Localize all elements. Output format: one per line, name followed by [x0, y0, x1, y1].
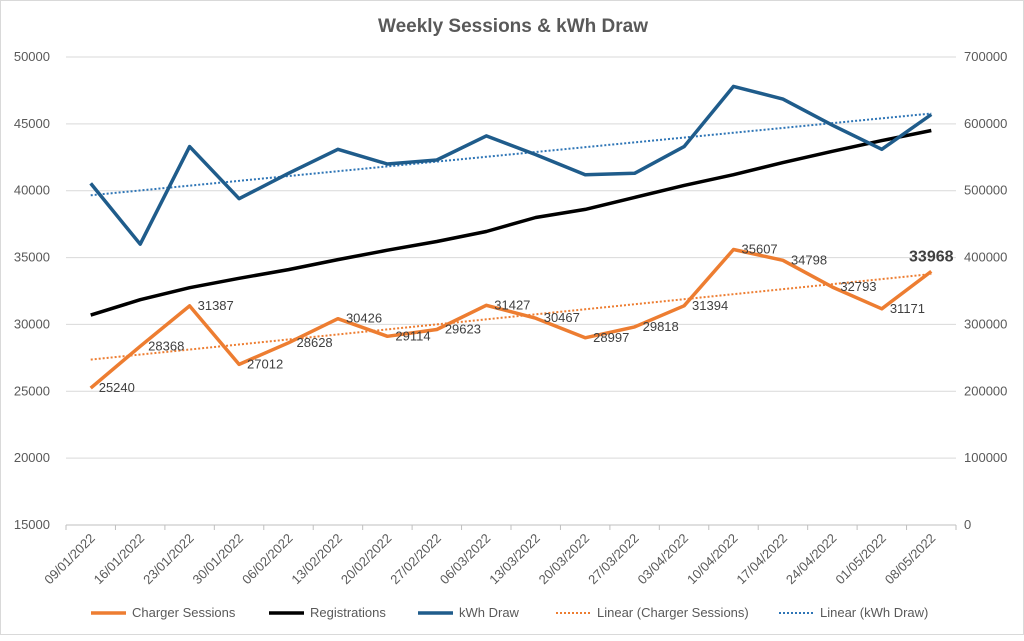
left-tick-label: 20000: [14, 450, 50, 465]
left-y-axis: 15000 20000 25000 30000 35000 40000 45000 50000: [14, 49, 50, 532]
data-label: 30467: [544, 310, 580, 325]
data-label: 31427: [494, 297, 530, 312]
data-label: 33968: [909, 248, 954, 265]
data-label: 28997: [593, 330, 629, 345]
left-tick-label: 35000: [14, 250, 50, 265]
data-label: 31387: [198, 298, 234, 313]
legend-label: Charger Sessions: [132, 605, 236, 620]
x-tick-label: 30/01/2022: [190, 531, 247, 588]
legend-label: Registrations: [310, 605, 386, 620]
x-tick-label: 20/02/2022: [338, 531, 395, 588]
left-tick-label: 30000: [14, 316, 50, 331]
right-tick-label: 100000: [964, 450, 1007, 465]
right-tick-label: 200000: [964, 383, 1007, 398]
right-tick-label: 0: [964, 517, 971, 532]
right-tick-label: 700000: [964, 49, 1007, 64]
trendline: [90, 273, 932, 361]
x-tick-label: 06/03/2022: [437, 531, 494, 588]
x-tick-label: 20/03/2022: [536, 531, 593, 588]
data-label: 34798: [791, 252, 827, 267]
x-tick-label: 23/01/2022: [140, 531, 197, 588]
trendline: [90, 112, 932, 197]
x-tick-label: 01/05/2022: [832, 531, 889, 588]
left-tick-label: 50000: [14, 49, 50, 64]
data-label: 30426: [346, 311, 382, 326]
x-tick-label: 10/04/2022: [684, 531, 741, 588]
x-tick-label: 17/04/2022: [733, 531, 790, 588]
series-line: [89, 84, 933, 246]
gridlines: [66, 56, 956, 526]
x-tick-label: 13/02/2022: [288, 531, 345, 588]
data-label: 25240: [99, 380, 135, 395]
right-tick-label: 600000: [964, 116, 1007, 131]
trendlines: [90, 112, 932, 361]
legend-label: Linear (kWh Draw): [820, 605, 928, 620]
data-label: 35607: [742, 241, 778, 256]
data-label: 29818: [643, 319, 679, 334]
series-lines: [89, 84, 933, 390]
series-line: [90, 128, 932, 317]
data-label: 27012: [247, 356, 283, 371]
data-label: 28368: [148, 338, 184, 353]
right-tick-label: 500000: [964, 183, 1007, 198]
left-tick-label: 40000: [14, 183, 50, 198]
x-tick-label: 13/03/2022: [486, 531, 543, 588]
legend-label: kWh Draw: [459, 605, 520, 620]
x-tick-label: 24/04/2022: [783, 531, 840, 588]
left-tick-label: 25000: [14, 383, 50, 398]
right-y-axis: 0 100000 200000 300000 400000 500000 600000 700…: [964, 49, 1007, 532]
x-tick-label: 08/05/2022: [882, 531, 939, 588]
x-tick-label: 27/02/2022: [387, 531, 444, 588]
x-axis: 09/01/202216/01/202223/01/202230/01/2022…: [41, 524, 957, 588]
data-label: 31394: [692, 298, 728, 313]
left-tick-label: 45000: [14, 116, 50, 131]
data-label: 29623: [445, 321, 481, 336]
data-label: 29114: [395, 328, 430, 343]
data-label: 31171: [890, 301, 925, 316]
x-tick-label: 06/02/2022: [239, 531, 296, 588]
legend-label: Linear (Charger Sessions): [597, 605, 749, 620]
data-labels: 25240 28368 31387 27012 28628 30426 29114 29623…: [99, 241, 954, 395]
x-tick-label: 27/03/2022: [585, 531, 642, 588]
legend: Charger Sessions Registrations kWh Draw Lin…: [91, 605, 928, 620]
data-label: 32793: [840, 279, 876, 294]
right-tick-label: 300000: [964, 316, 1007, 331]
left-tick-label: 15000: [14, 517, 50, 532]
x-tick-label: 16/01/2022: [91, 531, 148, 588]
series-line: [89, 247, 933, 390]
right-tick-label: 400000: [964, 250, 1007, 265]
data-label: 28628: [297, 335, 333, 350]
x-tick-label: 09/01/2022: [41, 531, 98, 588]
chart-title: Weekly Sessions & kWh Draw: [378, 16, 648, 37]
x-tick-label: 03/04/2022: [635, 531, 692, 588]
